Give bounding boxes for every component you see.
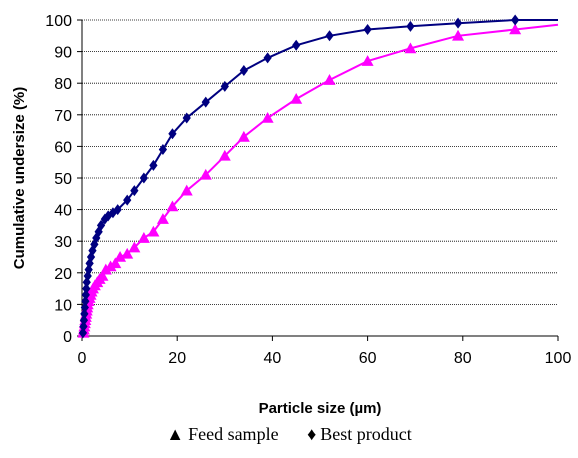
series-layer (77, 14, 559, 339)
triangle-marker (361, 55, 374, 66)
triangle-marker (166, 200, 179, 212)
series-feed-sample (77, 23, 559, 338)
diamond-marker (82, 283, 91, 295)
y-tick-label: 70 (54, 108, 72, 125)
diamond-marker (130, 185, 139, 197)
diamond-marker (81, 289, 90, 301)
triangle-marker (156, 213, 169, 224)
diamond-marker (80, 302, 89, 314)
diamond-marker (325, 30, 334, 42)
diamond-marker (80, 308, 89, 320)
series-line (82, 23, 559, 333)
legend: ▲ Feed sample ♦ Best product (0, 424, 578, 445)
legend-item-best-product: ♦ Best product (307, 424, 412, 445)
diamond-marker (292, 39, 301, 51)
x-tick-label: 0 (78, 350, 87, 367)
triangle-marker (147, 225, 160, 237)
diamond-marker (139, 172, 149, 184)
triangle-marker (323, 74, 336, 85)
gridlines (82, 19, 558, 305)
series-line (82, 19, 558, 333)
diamond-marker (182, 112, 191, 124)
diamond-marker (453, 17, 463, 29)
diamond-marker (158, 144, 168, 156)
triangle-marker (218, 149, 231, 161)
axes (77, 19, 559, 341)
legend-label: Best product (320, 424, 412, 444)
diamond-marker (168, 128, 177, 140)
y-tick-label: 10 (54, 297, 72, 314)
triangle-marker (104, 260, 117, 272)
triangle-marker (261, 111, 274, 123)
y-tick-label: 50 (54, 171, 72, 188)
triangle-marker (509, 23, 522, 35)
triangle-marker (180, 184, 193, 196)
x-tick-label: 100 (545, 350, 572, 367)
diamond-marker (123, 194, 132, 206)
legend-label: Feed sample (188, 424, 279, 444)
y-tick-labels: 0 10 20 30 40 50 60 70 80 90 100 (45, 13, 72, 346)
y-tick-label: 40 (54, 203, 72, 220)
diamond-marker-icon: ♦ (307, 424, 317, 444)
diamond-marker (149, 159, 158, 171)
triangle-marker (452, 29, 465, 41)
triangle-marker (114, 251, 127, 262)
diamond-marker (113, 204, 122, 216)
diamond-marker (79, 314, 89, 326)
diamond-marker (363, 23, 372, 35)
diamond-marker (201, 96, 210, 108)
triangle-marker (96, 269, 109, 281)
x-tick-label: 60 (359, 350, 377, 367)
y-tick-label: 90 (54, 45, 72, 62)
triangle-marker (404, 42, 417, 54)
y-tick-label: 20 (54, 266, 72, 283)
triangle-marker (121, 247, 134, 259)
x-tick-label: 80 (454, 350, 472, 367)
x-tick-labels: 0 20 40 60 80 100 (78, 350, 572, 367)
series-best-product (78, 14, 558, 339)
diamond-marker (511, 14, 520, 26)
y-tick-label: 0 (63, 329, 72, 346)
triangle-marker (99, 263, 112, 275)
triangle-marker (199, 168, 212, 180)
diamond-marker (220, 80, 229, 92)
diamond-marker (81, 295, 90, 307)
x-tick-label: 20 (168, 350, 186, 367)
diamond-marker (78, 327, 88, 339)
legend-item-feed-sample: ▲ Feed sample (166, 424, 278, 445)
diamond-marker (79, 321, 88, 333)
x-tick-label: 40 (264, 350, 282, 367)
x-axis-title: Particle size (µm) (259, 400, 382, 417)
triangle-marker (290, 93, 303, 104)
diamond-marker (406, 20, 415, 32)
triangle-marker (109, 257, 122, 269)
cumulative-undersize-chart: 0 10 20 30 40 50 60 70 80 90 100 0 20 40 60 80 100 Part… (11, 13, 572, 417)
y-tick-label: 80 (54, 76, 72, 93)
y-tick-label: 30 (54, 234, 72, 251)
y-tick-label: 60 (54, 139, 72, 156)
triangle-marker (128, 241, 141, 253)
triangle-marker-icon: ▲ (166, 424, 185, 444)
diamond-marker (96, 219, 106, 231)
y-axis-title: Cumulative undersize (%) (11, 87, 28, 270)
y-tick-label: 100 (45, 13, 72, 30)
triangle-marker (137, 232, 150, 243)
diamond-marker (239, 65, 248, 77)
triangle-marker (237, 130, 250, 142)
diamond-marker (263, 52, 272, 64)
